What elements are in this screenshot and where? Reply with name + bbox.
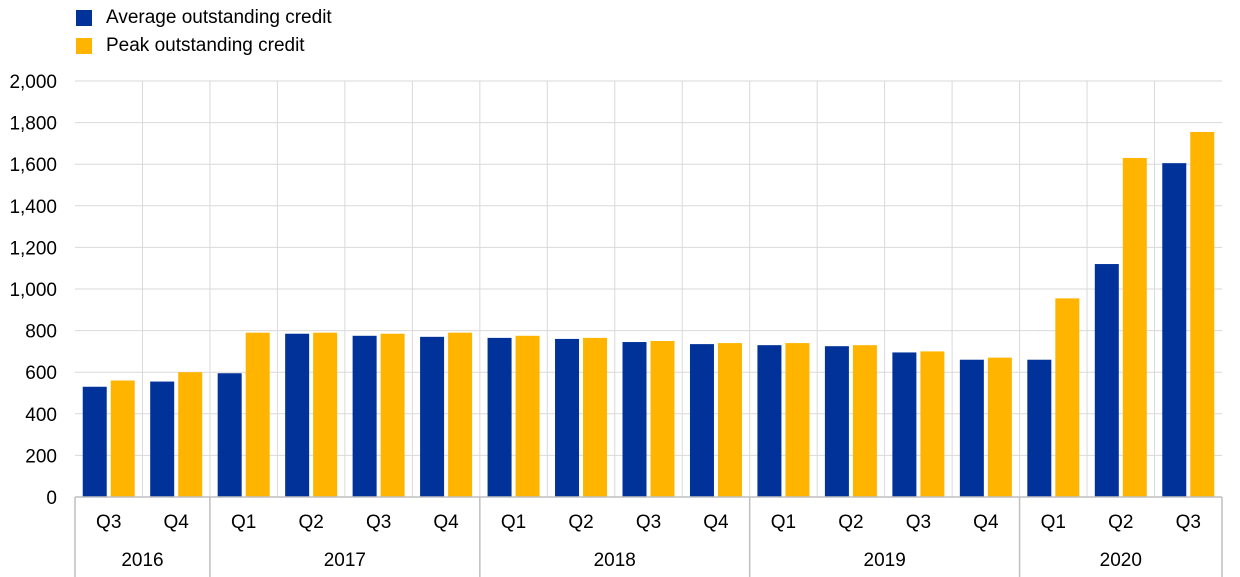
bar-avg (217, 373, 242, 497)
y-tick-label: 1,800 (9, 114, 57, 135)
x-tick-label: Q2 (568, 512, 593, 533)
x-tick-label: Q4 (703, 512, 729, 533)
bar-peak (1122, 157, 1147, 497)
legend-swatch-peak (76, 38, 92, 54)
bar-peak (245, 332, 270, 497)
bar-avg (757, 345, 782, 497)
bar-avg (82, 386, 107, 497)
x-tick-label: Q2 (838, 512, 863, 533)
bar-peak (1190, 131, 1215, 497)
bar-avg (892, 352, 917, 497)
year-label: 2020 (1100, 550, 1142, 571)
x-tick-label: Q3 (906, 512, 931, 533)
bar-peak (178, 372, 203, 497)
legend: Average outstanding credit Peak outstand… (76, 4, 332, 60)
year-label: 2017 (324, 550, 366, 571)
bar-avg (352, 335, 377, 497)
bar-avg (285, 333, 310, 497)
bar-avg (150, 381, 175, 497)
bar-peak (987, 357, 1012, 497)
y-tick-label: 0 (46, 488, 57, 509)
legend-item-peak: Peak outstanding credit (76, 32, 332, 60)
bar-avg (622, 342, 647, 497)
year-label: 2019 (864, 550, 906, 571)
y-tick-label: 1,200 (9, 238, 57, 259)
y-tick-label: 600 (25, 363, 57, 384)
bar-avg (824, 346, 849, 497)
bar-peak (717, 343, 742, 497)
bar-peak (650, 341, 675, 497)
bar-avg (487, 337, 512, 497)
y-tick-label: 800 (25, 322, 57, 343)
bar-peak (852, 345, 877, 497)
bar-peak (380, 333, 405, 497)
gridlines (75, 80, 1222, 497)
bar-peak (515, 335, 540, 497)
bar-peak (583, 337, 608, 497)
bar-avg (959, 359, 984, 497)
x-tick-label: Q4 (164, 512, 190, 533)
y-tick-label: 400 (25, 405, 57, 426)
x-tick-label: Q1 (1041, 512, 1066, 533)
legend-swatch-average (76, 10, 92, 26)
y-tick-label: 2,000 (9, 72, 57, 93)
year-label: 2018 (594, 550, 636, 571)
bars (82, 131, 1215, 497)
x-tick-label: Q4 (433, 512, 459, 533)
x-tick-label: Q4 (973, 512, 999, 533)
axes: 0 200 400 600 800 1,000 1,200 1,400 1,600 1,800 2,… (9, 72, 1223, 577)
year-label: 2016 (121, 550, 163, 571)
bar-avg (420, 336, 445, 497)
bar-peak (110, 380, 135, 497)
x-tick-label: Q2 (1108, 512, 1133, 533)
bar-peak (1055, 298, 1080, 497)
x-tick-label: Q1 (771, 512, 796, 533)
bar-peak (785, 343, 810, 497)
legend-label-average: Average outstanding credit (106, 7, 332, 28)
bar-avg (689, 344, 714, 497)
bar-peak (920, 351, 945, 497)
y-tick-label: 1,400 (9, 197, 57, 218)
x-tick-label: Q1 (501, 512, 526, 533)
bar-peak (313, 332, 338, 497)
y-tick-label: 200 (25, 446, 57, 467)
bar-avg (555, 338, 580, 497)
x-tick-label: Q3 (96, 512, 121, 533)
bar-peak (448, 332, 473, 497)
y-tick-label: 1,600 (9, 155, 57, 176)
x-tick-label: Q1 (231, 512, 256, 533)
bar-avg (1094, 264, 1119, 497)
x-tick-label: Q3 (366, 512, 391, 533)
x-tick-label: Q3 (1176, 512, 1201, 533)
x-tick-label: Q3 (636, 512, 661, 533)
x-tick-label: Q2 (298, 512, 323, 533)
legend-item-average: Average outstanding credit (76, 4, 332, 32)
y-tick-label: 1,000 (9, 280, 57, 301)
bar-avg (1027, 359, 1052, 497)
legend-label-peak: Peak outstanding credit (106, 35, 305, 56)
bar-avg (1162, 163, 1187, 497)
